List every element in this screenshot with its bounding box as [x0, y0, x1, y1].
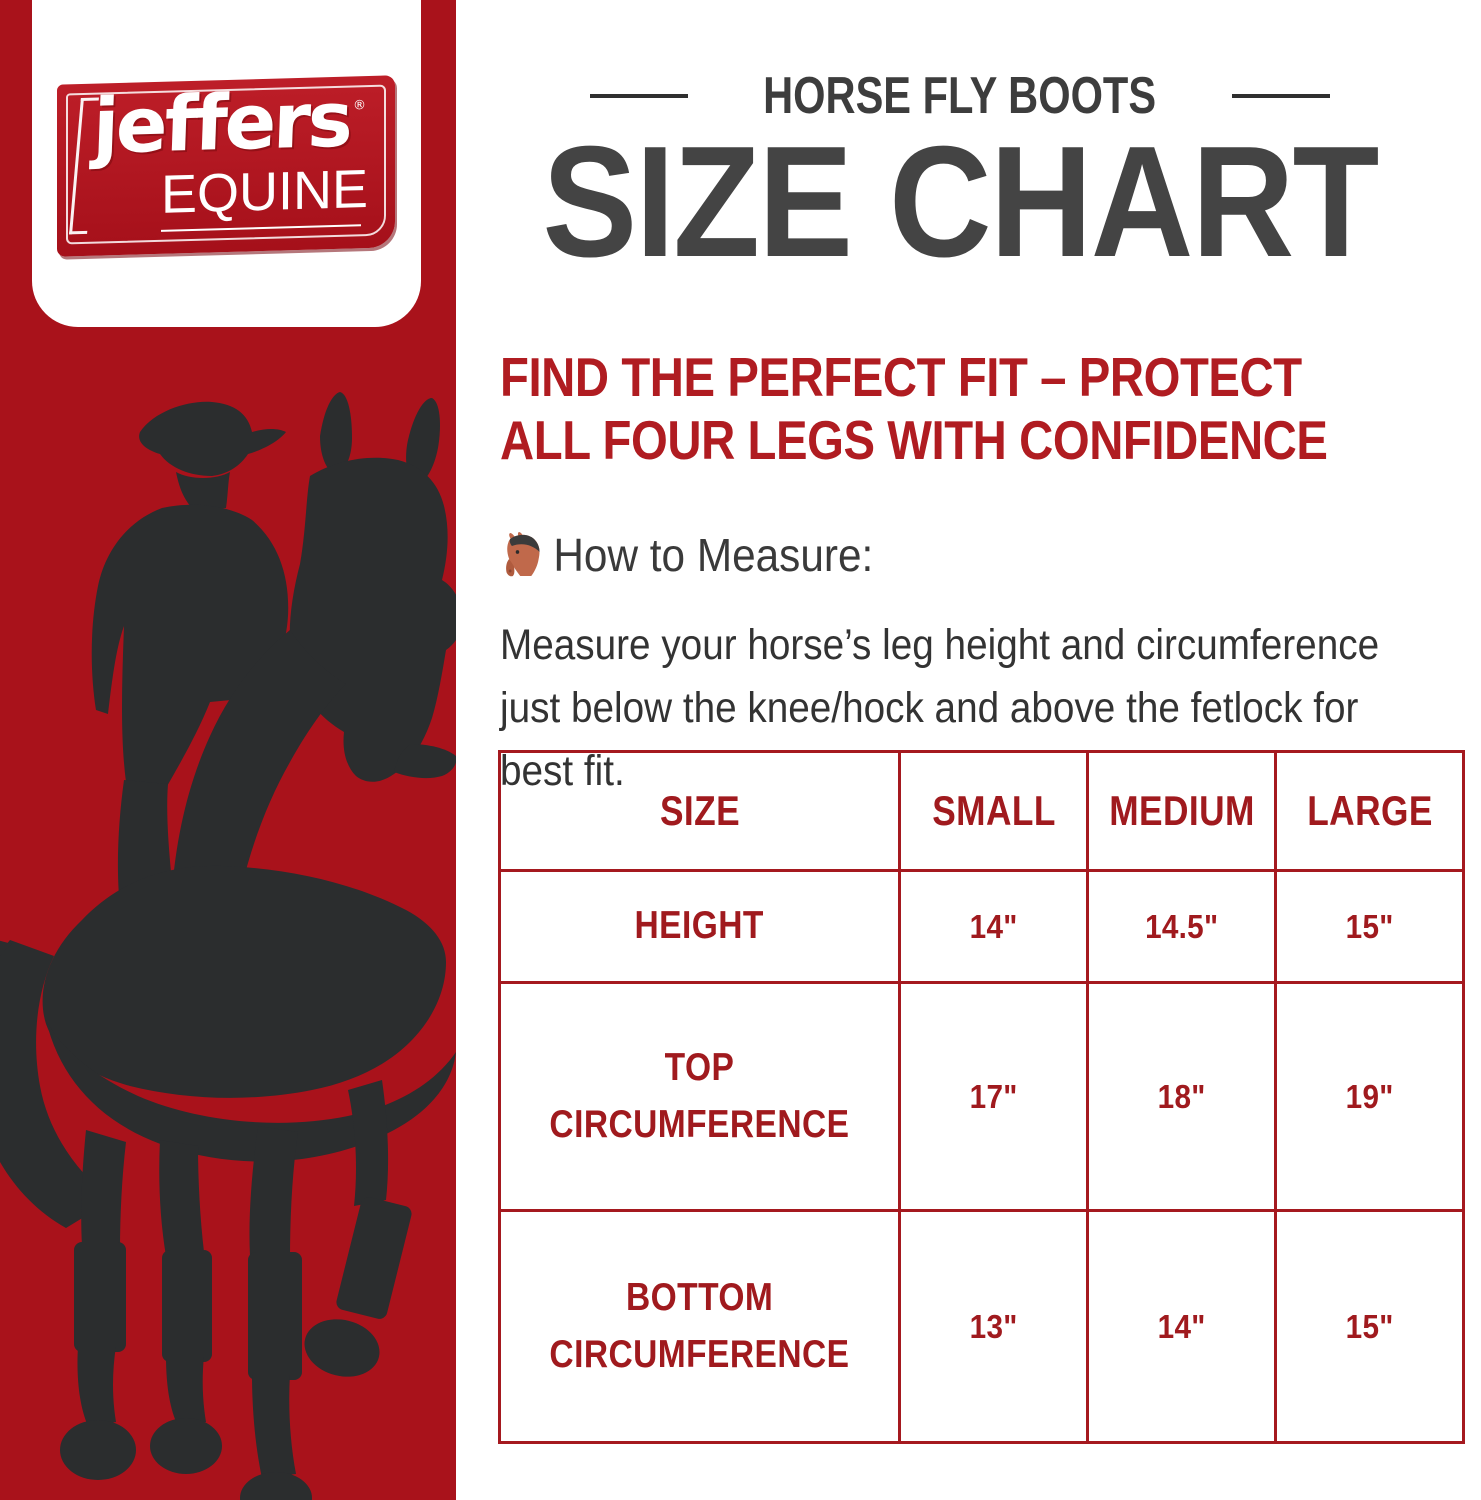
page-title: SIZE CHART — [542, 114, 1379, 290]
cell-bottom-medium-text: 14" — [1157, 1307, 1206, 1345]
how-to-measure-label: How to Measure: — [553, 529, 874, 581]
row-label-bottom-circumference: BOTTOM CIRCUMFERENCE — [498, 1209, 901, 1444]
cell-top-large-text: 19" — [1345, 1077, 1394, 1115]
logo-wordmark-primary: jeffers — [91, 74, 352, 171]
table-header-medium: MEDIUM — [1101, 750, 1262, 872]
table-row: HEIGHT 14" 14.5" 15" — [498, 869, 1465, 984]
eyebrow: HORSE FLY BOOTS — [456, 66, 1464, 126]
how-to-measure-heading: How to Measure: — [500, 528, 873, 582]
table-header-row: SIZE SMALL MEDIUM LARGE — [500, 750, 1464, 872]
page-subtitle: FIND THE PERFECT FIT – PROTECT ALL FOUR … — [500, 346, 1328, 471]
cell-top-medium: 18" — [1086, 981, 1277, 1212]
row-label-top-circumference: TOP CIRCUMFERENCE — [498, 981, 901, 1212]
horse-head-icon — [506, 532, 540, 577]
cell-bottom-medium: 14" — [1086, 1209, 1277, 1444]
logo-plate: jeffers ® EQUINE — [32, 0, 421, 327]
row-label-height: HEIGHT — [498, 869, 901, 984]
eyebrow-dash-left-icon — [590, 94, 689, 98]
row-label-top-line2: CIRCUMFERENCE — [549, 1102, 850, 1146]
cell-height-small-text: 14" — [969, 907, 1018, 945]
logo-divider — [161, 224, 361, 232]
cell-height-large: 15" — [1274, 869, 1465, 984]
cell-height-medium-text: 14.5" — [1144, 907, 1219, 945]
row-label-height-text: HEIGHT — [634, 904, 765, 948]
brand-panel: jeffers ® EQUINE — [0, 0, 456, 1500]
row-label-bottom-line2: CIRCUMFERENCE — [549, 1332, 850, 1376]
cell-top-small-text: 17" — [969, 1077, 1018, 1115]
cell-height-small: 14" — [898, 869, 1089, 984]
logo-registered-mark: ® — [353, 98, 366, 114]
logo-wordmark-secondary: EQUINE — [161, 159, 369, 225]
eyebrow-dash-right-icon — [1231, 94, 1330, 98]
table-header-size: SIZE — [530, 750, 869, 872]
row-label-bottom-line1: BOTTOM — [625, 1275, 774, 1319]
size-chart-table: SIZE SMALL MEDIUM LARGE HEIGHT 14" 14.5" — [498, 750, 1465, 1444]
table-header-small: SMALL — [913, 750, 1074, 872]
table-header-large: LARGE — [1289, 750, 1450, 872]
row-label-top-line1: TOP — [664, 1045, 735, 1089]
jeffers-equine-logo: jeffers ® EQUINE — [57, 74, 395, 257]
cell-height-medium: 14.5" — [1086, 869, 1277, 984]
cell-top-large: 19" — [1274, 981, 1465, 1212]
cowboy-horse-silhouette — [0, 392, 456, 1500]
cell-top-medium-text: 18" — [1157, 1077, 1206, 1115]
content-area: HORSE FLY BOOTS SIZE CHART FIND THE PERF… — [456, 0, 1481, 1500]
table-row: TOP CIRCUMFERENCE 17" 18" 19" — [498, 981, 1465, 1212]
cell-bottom-small-text: 13" — [969, 1307, 1018, 1345]
eyebrow-label: HORSE FLY BOOTS — [763, 67, 1157, 125]
cell-bottom-small: 13" — [898, 1209, 1089, 1444]
cell-bottom-large-text: 15" — [1345, 1307, 1394, 1345]
cell-top-small: 17" — [898, 981, 1089, 1212]
table-row: BOTTOM CIRCUMFERENCE 13" 14" 15" — [498, 1209, 1465, 1444]
cell-height-large-text: 15" — [1345, 907, 1394, 945]
cell-bottom-large: 15" — [1274, 1209, 1465, 1444]
